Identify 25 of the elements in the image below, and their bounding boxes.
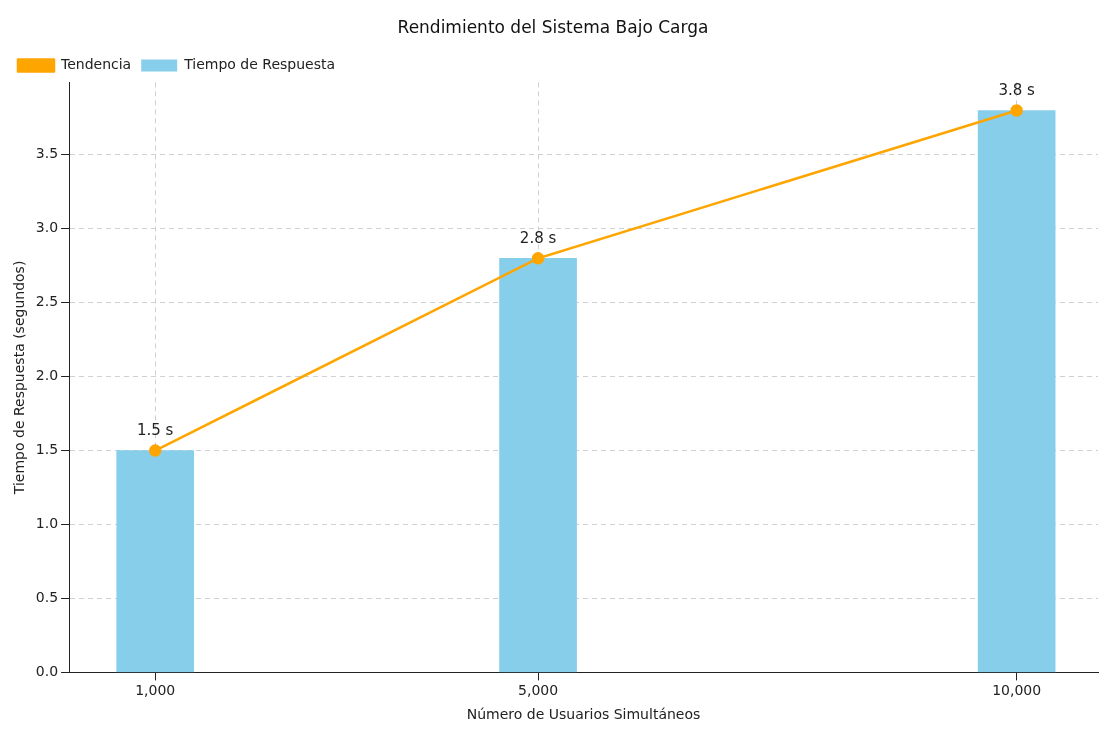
point bbox=[148, 444, 162, 457]
y-axis-title: Tiempo de Respuesta (segundos) bbox=[11, 260, 28, 496]
x-tick-label: 1,000 bbox=[135, 682, 176, 699]
chart-title: Rendimiento del Sistema Bajo Carga bbox=[397, 16, 709, 37]
y-tick-label: 0.0 bbox=[35, 663, 59, 680]
point bbox=[531, 252, 545, 265]
x-tick-label: 10,000 bbox=[992, 682, 1042, 699]
y-tick-label: 0.5 bbox=[35, 589, 59, 606]
data-label: 2.8 s bbox=[519, 228, 557, 247]
x-tick-label: 5,000 bbox=[518, 682, 559, 699]
y-tick-label: 1.5 bbox=[35, 441, 59, 458]
data-label: 3.8 s bbox=[998, 80, 1036, 99]
y-tick-label: 2.5 bbox=[35, 293, 59, 310]
y-tick-label: 3.0 bbox=[35, 219, 59, 236]
legend-label: Tendencia bbox=[60, 56, 132, 73]
y-tick-label: 1.0 bbox=[35, 515, 59, 532]
y-tick-label: 3.5 bbox=[35, 145, 59, 162]
legend-label: Tiempo de Respuesta bbox=[183, 56, 336, 73]
data-label: 1.5 s bbox=[136, 420, 174, 439]
bar bbox=[116, 450, 195, 673]
bar bbox=[499, 258, 577, 673]
point bbox=[1010, 104, 1023, 117]
y-tick-label: 2.0 bbox=[35, 367, 59, 384]
bar bbox=[977, 110, 1056, 673]
x-axis-title: Número de Usuarios Simultáneos bbox=[466, 706, 701, 723]
